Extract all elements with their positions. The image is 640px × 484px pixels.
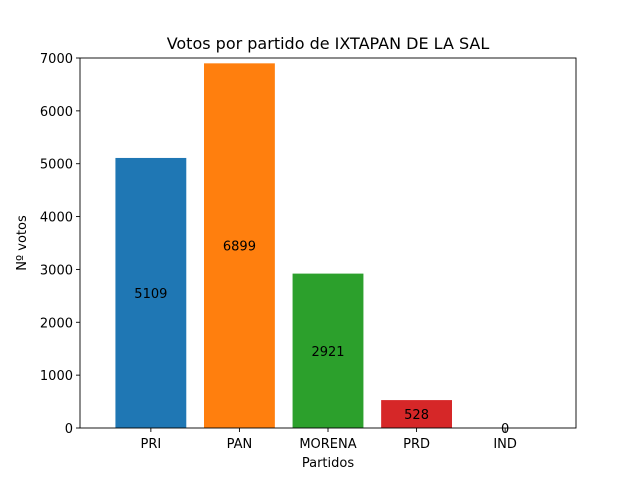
- y-tick-label-4000: 4000: [40, 211, 73, 226]
- x-tick-label-pri: PRI: [140, 437, 161, 452]
- bar-value-label-prd: 528: [404, 408, 429, 423]
- bars-group: [115, 63, 452, 429]
- bar-prd: [381, 400, 452, 428]
- x-axis: PRI PAN MORENA PRD IND: [140, 428, 517, 452]
- y-axis-label: Nº votos: [15, 215, 30, 271]
- y-tick-label-0: 0: [65, 422, 73, 437]
- bar-pan: [204, 63, 275, 429]
- bar-pri: [115, 157, 187, 428]
- bar-value-label-morena: 2921: [311, 345, 344, 360]
- y-tick-label-6000: 6000: [40, 105, 73, 120]
- y-tick-label-1000: 1000: [40, 369, 73, 384]
- bar-morena: [292, 273, 364, 428]
- y-tick-label-2000: 2000: [40, 316, 73, 331]
- bar-value-label-pan: 6899: [223, 240, 256, 255]
- chart-title: Votos por partido de IXTAPAN DE LA SAL: [167, 34, 490, 53]
- x-tick-label-ind: IND: [493, 437, 517, 452]
- x-tick-label-prd: PRD: [403, 437, 430, 452]
- y-tick-label-5000: 5000: [40, 158, 73, 173]
- y-tick-label-7000: 7000: [40, 52, 73, 67]
- x-axis-label: Partidos: [302, 456, 354, 471]
- y-axis: 0 1000 2000 3000 4000 5000 6000 7000: [40, 52, 80, 437]
- y-tick-label-3000: 3000: [40, 263, 73, 278]
- x-tick-label-morena: MORENA: [299, 437, 356, 452]
- bar-value-label-pri: 5109: [134, 287, 167, 302]
- x-tick-label-pan: PAN: [227, 437, 253, 452]
